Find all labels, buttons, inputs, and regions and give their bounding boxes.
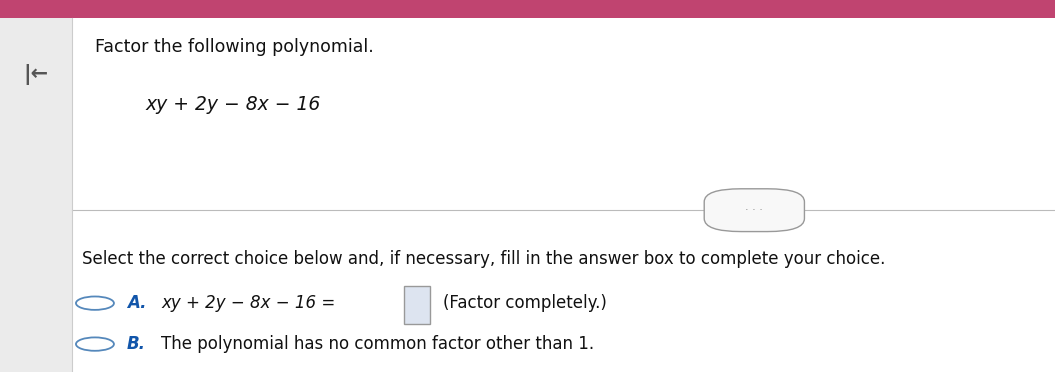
- FancyBboxPatch shape: [404, 286, 430, 324]
- Text: A.: A.: [127, 294, 146, 312]
- FancyBboxPatch shape: [705, 189, 805, 231]
- Circle shape: [76, 337, 114, 351]
- Text: Factor the following polynomial.: Factor the following polynomial.: [95, 38, 373, 55]
- Text: (Factor completely.): (Factor completely.): [443, 294, 607, 312]
- Text: Select the correct choice below and, if necessary, fill in the answer box to com: Select the correct choice below and, if …: [82, 250, 885, 267]
- Text: · · ·: · · ·: [746, 205, 763, 215]
- FancyBboxPatch shape: [0, 18, 72, 372]
- Circle shape: [76, 296, 114, 310]
- Text: The polynomial has no common factor other than 1.: The polynomial has no common factor othe…: [161, 335, 595, 353]
- Text: xy + 2y − 8x − 16 =: xy + 2y − 8x − 16 =: [161, 294, 335, 312]
- FancyBboxPatch shape: [72, 18, 1055, 372]
- Text: B.: B.: [127, 335, 146, 353]
- Text: xy + 2y − 8x − 16: xy + 2y − 8x − 16: [146, 94, 321, 114]
- FancyBboxPatch shape: [0, 0, 1055, 18]
- Text: |←: |←: [23, 64, 49, 85]
